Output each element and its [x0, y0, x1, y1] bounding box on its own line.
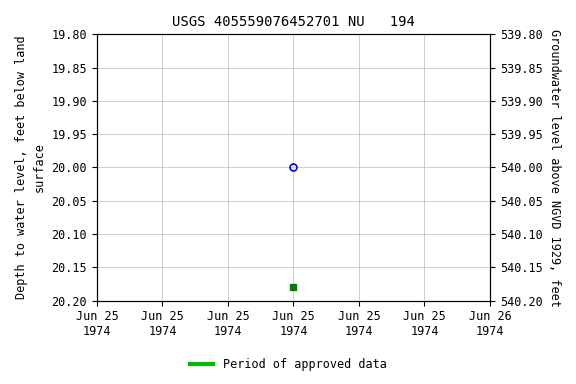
Title: USGS 405559076452701 NU   194: USGS 405559076452701 NU 194	[172, 15, 415, 29]
Y-axis label: Depth to water level, feet below land
surface: Depth to water level, feet below land su…	[15, 36, 46, 299]
Legend: Period of approved data: Period of approved data	[185, 354, 391, 376]
Y-axis label: Groundwater level above NGVD 1929, feet: Groundwater level above NGVD 1929, feet	[548, 28, 561, 306]
